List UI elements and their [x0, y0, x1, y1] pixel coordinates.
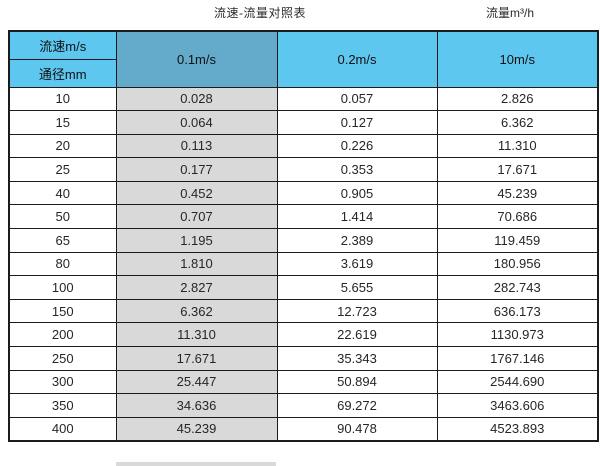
header-velocity-10: 10m/s: [436, 30, 599, 88]
cell-flow-0p1: 0.028: [115, 86, 278, 112]
table-row: 25 0.177 0.353 17.671: [8, 157, 599, 182]
cell-flow-0p2: 50.894: [276, 369, 438, 395]
cell-flow-0p1: 0.064: [115, 110, 278, 135]
header-velocity-0p1: 0.1m/s: [115, 30, 278, 88]
table-row: 200 11.310 22.619 1130.973: [8, 322, 599, 348]
cell-flow-0p2: 0.057: [276, 86, 438, 112]
table-row: 350 34.636 69.272 3463.606: [8, 393, 599, 418]
cell-flow-0p1: 34.636: [115, 393, 278, 418]
cell-diameter: 20: [8, 133, 117, 159]
cell-flow-10: 119.459: [436, 228, 599, 253]
cell-flow-0p1: 0.452: [115, 180, 278, 206]
flow-rate-table: 流速m/s 0.1m/s 0.2m/s 10m/s 通径mm 10 0.028 0.…: [8, 30, 599, 442]
flow-table-body: 10 0.028 0.057 2.826 15 0.064 0.127 6.362 20 0.11…: [8, 86, 599, 442]
cell-flow-10: 1767.146: [436, 346, 599, 371]
cell-flow-0p2: 22.619: [276, 322, 438, 348]
table-row: 100 2.827 5.655 282.743: [8, 275, 599, 300]
cell-flow-0p2: 0.127: [276, 110, 438, 135]
cell-flow-0p2: 90.478: [276, 416, 438, 442]
cell-flow-10: 636.173: [436, 298, 599, 324]
cell-flow-0p1: 0.177: [115, 157, 278, 182]
table-header: 流速m/s 0.1m/s 0.2m/s 10m/s 通径mm: [8, 30, 599, 88]
cell-diameter: 100: [8, 275, 117, 300]
cell-flow-0p1: 1.810: [115, 251, 278, 277]
header-flow-velocity: 流速m/s: [8, 30, 117, 60]
cell-flow-0p1: 11.310: [115, 322, 278, 348]
cell-flow-0p2: 5.655: [276, 275, 438, 300]
cell-flow-10: 45.239: [436, 180, 599, 206]
header-row-bottom: 通径mm: [8, 58, 598, 88]
page-title: 流速-流量对照表: [214, 6, 306, 20]
header-velocity-0p2: 0.2m/s: [276, 30, 438, 88]
header-diameter: 通径mm: [8, 58, 117, 88]
cell-flow-10: 11.310: [436, 133, 599, 159]
cell-flow-0p2: 0.353: [276, 157, 438, 182]
grey-column-shadow: [116, 462, 276, 466]
cell-diameter: 80: [8, 251, 117, 277]
cell-diameter: 200: [8, 322, 117, 348]
cell-flow-0p2: 2.389: [276, 228, 438, 253]
cell-diameter: 350: [8, 393, 117, 418]
cell-diameter: 10: [8, 86, 117, 112]
table-row: 300 25.447 50.894 2544.690: [8, 369, 599, 395]
cell-flow-0p1: 6.362: [115, 298, 278, 324]
cell-diameter: 25: [8, 157, 117, 182]
cell-flow-10: 2.826: [436, 86, 599, 112]
cell-diameter: 50: [8, 204, 117, 230]
cell-flow-10: 180.956: [436, 251, 599, 277]
cell-diameter: 15: [8, 110, 117, 135]
cell-flow-0p2: 3.619: [276, 251, 438, 277]
cell-flow-0p2: 12.723: [276, 298, 438, 324]
table-row: 250 17.671 35.343 1767.146: [8, 346, 599, 371]
cell-flow-0p1: 25.447: [115, 369, 278, 395]
cell-flow-10: 3463.606: [436, 393, 599, 418]
cell-flow-0p2: 1.414: [276, 204, 438, 230]
table-row: 40 0.452 0.905 45.239: [8, 180, 599, 206]
header-row-top: 流速m/s 0.1m/s 0.2m/s 10m/s: [8, 30, 599, 88]
cell-diameter: 250: [8, 346, 117, 371]
cell-flow-0p2: 0.905: [276, 180, 438, 206]
table-row: 50 0.707 1.414 70.686: [8, 204, 599, 230]
table-row: 80 1.810 3.619 180.956: [8, 251, 599, 277]
cell-flow-0p1: 2.827: [115, 275, 278, 300]
cell-flow-10: 17.671: [436, 157, 599, 182]
cell-flow-10: 282.743: [436, 275, 599, 300]
cell-flow-10: 1130.973: [436, 322, 599, 348]
table-row: 15 0.064 0.127 6.362: [8, 110, 599, 135]
cell-flow-0p2: 0.226: [276, 133, 438, 159]
cell-flow-0p1: 17.671: [115, 346, 278, 371]
table-row: 400 45.239 90.478 4523.893: [8, 416, 599, 442]
cell-flow-10: 2544.690: [436, 369, 599, 395]
cell-flow-10: 70.686: [436, 204, 599, 230]
cell-diameter: 300: [8, 369, 117, 395]
cell-diameter: 65: [8, 228, 117, 253]
cell-flow-0p1: 45.239: [115, 416, 278, 442]
table-row: 65 1.195 2.389 119.459: [8, 228, 599, 253]
cell-diameter: 40: [8, 180, 117, 206]
cell-diameter: 150: [8, 298, 117, 324]
cell-flow-0p1: 1.195: [115, 228, 278, 253]
cell-flow-10: 4523.893: [436, 416, 599, 442]
table-row: 150 6.362 12.723 636.173: [8, 298, 599, 324]
cell-flow-0p2: 69.272: [276, 393, 438, 418]
cell-flow-0p1: 0.113: [115, 133, 278, 159]
cell-diameter: 400: [8, 416, 117, 442]
cell-flow-0p1: 0.707: [115, 204, 278, 230]
cell-flow-0p2: 35.343: [276, 346, 438, 371]
cell-flow-10: 6.362: [436, 110, 599, 135]
flow-unit-label: 流量m³/h: [486, 6, 535, 20]
table-row: 20 0.113 0.226 11.310: [8, 133, 599, 159]
table-row: 10 0.028 0.057 2.826: [8, 86, 599, 112]
